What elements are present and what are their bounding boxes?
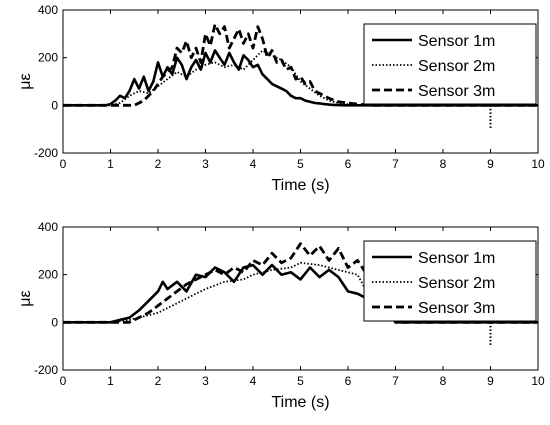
x-tick-label: 9 (487, 374, 494, 388)
y-tick-label: -200 (34, 363, 58, 377)
x-tick-label: 6 (345, 157, 352, 171)
legend-label: Sensor 1m (418, 33, 495, 50)
x-tick-label: 1 (107, 157, 114, 171)
series-line-sensor-3m (63, 242, 538, 324)
x-tick-label: 1 (107, 374, 114, 388)
series-line-sensor-1m (63, 49, 538, 107)
y-tick-label: -200 (34, 146, 58, 160)
x-tick-label: 8 (440, 374, 447, 388)
y-tick-label: 400 (38, 220, 58, 234)
series-line-sensor-3m (63, 22, 538, 107)
y-tick-label: 0 (51, 98, 58, 112)
legend-box (363, 240, 537, 322)
x-tick-label: 0 (60, 157, 67, 171)
x-axis-label: Time (s) (271, 177, 329, 194)
x-tick-label: 3 (202, 374, 209, 388)
legend-label: Sensor 3m (418, 300, 495, 317)
x-tick-label: 5 (297, 157, 304, 171)
x-tick-label: 10 (531, 157, 545, 171)
x-tick-label: 4 (250, 374, 257, 388)
x-tick-label: 7 (392, 374, 399, 388)
x-tick-label: 10 (531, 374, 545, 388)
legend: Sensor 1m Sensor 2m Sensor 3m (363, 240, 537, 322)
y-axis-label: με (17, 73, 34, 89)
x-tick-label: 9 (487, 157, 494, 171)
x-tick-label: 5 (297, 374, 304, 388)
x-tick-label: 4 (250, 157, 257, 171)
series-group (63, 22, 538, 107)
y-tick-label: 0 (51, 315, 58, 329)
legend-label: Sensor 2m (418, 275, 495, 292)
legend-box (363, 23, 537, 105)
x-tick-label: 0 (60, 374, 67, 388)
series-group (63, 242, 538, 324)
series-line-sensor-2m (63, 49, 538, 107)
x-tick-label: 6 (345, 374, 352, 388)
y-tick-label: 200 (38, 268, 58, 282)
legend-label: Sensor 3m (418, 83, 495, 100)
y-axis-label: με (17, 290, 34, 306)
x-tick-label: 2 (155, 157, 162, 171)
legend-label: Sensor 1m (418, 250, 495, 267)
x-tick-label: 2 (155, 374, 162, 388)
legend: Sensor 1m Sensor 2m Sensor 3m (363, 23, 537, 105)
x-tick-label: 8 (440, 157, 447, 171)
y-tick-label: 400 (38, 3, 58, 17)
y-tick-label: 200 (38, 51, 58, 65)
x-axis-label: Time (s) (271, 394, 329, 411)
x-tick-label: 3 (202, 157, 209, 171)
legend-label: Sensor 2m (418, 58, 495, 75)
x-tick-label: 7 (392, 157, 399, 171)
